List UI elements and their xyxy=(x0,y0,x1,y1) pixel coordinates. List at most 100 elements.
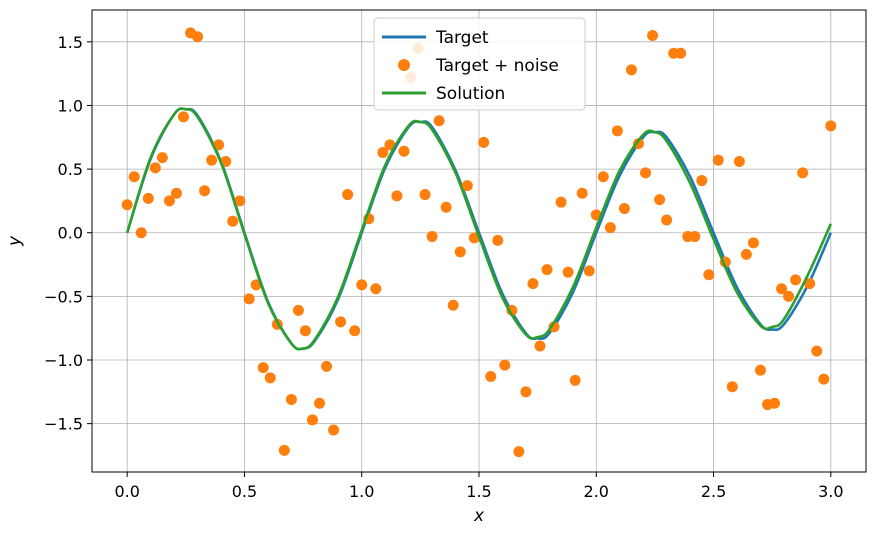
scatter-point-target-noise xyxy=(818,373,830,385)
scatter-point-target-noise xyxy=(264,372,276,384)
scatter-point-target-noise xyxy=(335,316,347,328)
scatter-point-target-noise xyxy=(597,171,609,183)
scatter-point-target-noise xyxy=(776,283,788,295)
scatter-point-target-noise xyxy=(769,397,781,409)
x-tick-label: 0.0 xyxy=(114,482,139,501)
x-tick-label: 2.5 xyxy=(701,482,726,501)
x-tick-label: 2.0 xyxy=(584,482,609,501)
scatter-point-target-noise xyxy=(625,64,637,76)
scatter-point-target-noise xyxy=(740,248,752,260)
series-line-solution xyxy=(125,107,833,351)
scatter-point-target-noise xyxy=(419,189,431,201)
scatter-point-target-noise xyxy=(797,167,809,179)
scatter-point-target-noise xyxy=(135,227,147,239)
scatter-point-target-noise xyxy=(733,155,745,167)
scatter-point-target-noise xyxy=(499,359,511,371)
legend-target-label: Target xyxy=(435,28,489,48)
scatter-point-target-noise xyxy=(356,279,368,291)
scatter-point-target-noise xyxy=(513,446,525,458)
scatter-point-target-noise xyxy=(712,154,724,166)
scatter-point-target-noise xyxy=(703,269,715,281)
scatter-point-target-noise xyxy=(128,171,140,183)
scatter-point-target-noise xyxy=(783,290,795,302)
scatter-point-target-noise xyxy=(583,265,595,277)
scatter-point-target-noise xyxy=(349,325,361,337)
scatter-point-target-noise xyxy=(447,299,459,311)
scatter-point-target-noise xyxy=(492,234,504,246)
scatter-point-target-noise xyxy=(426,231,438,243)
scatter-point-target-noise xyxy=(156,152,168,164)
legend-noise-label: Target + noise xyxy=(435,56,559,76)
scatter-point-target-noise xyxy=(804,278,816,290)
y-tick-label: −1.5 xyxy=(44,415,83,434)
scatter-point-target-noise xyxy=(747,237,759,249)
scatter-point-target-noise xyxy=(433,115,445,127)
scatter-point-target-noise xyxy=(696,175,708,187)
scatter-point-target-noise xyxy=(398,145,410,157)
scatter-point-target-noise xyxy=(604,222,616,234)
scatter-point-target-noise xyxy=(299,325,311,337)
scatter-point-target-noise xyxy=(640,167,652,179)
scatter-point-target-noise xyxy=(321,360,333,372)
x-axis-label: x xyxy=(473,506,485,526)
scatter-point-target-noise xyxy=(825,120,837,132)
scatter-point-target-noise xyxy=(527,278,539,290)
scatter-point-target-noise xyxy=(562,266,574,278)
scatter-point-target-noise xyxy=(328,424,340,436)
scatter-point-target-noise xyxy=(391,190,403,202)
scatter-point-target-noise xyxy=(149,162,161,174)
scatter-point-target-noise xyxy=(257,362,269,374)
scatter-point-target-noise xyxy=(234,195,246,207)
scatter-point-target-noise xyxy=(314,397,326,409)
scatter-point-target-noise xyxy=(285,393,297,405)
scatter-point-target-noise xyxy=(611,125,623,137)
scatter-point-target-noise xyxy=(675,47,687,59)
scatter-point-target-noise xyxy=(548,321,560,333)
x-tick-label: 3.0 xyxy=(818,482,843,501)
scatter-point-target-noise xyxy=(142,192,154,204)
scatter-point-target-noise xyxy=(485,371,497,383)
scatter-point-target-noise xyxy=(206,154,218,166)
legend-noise-marker xyxy=(398,59,410,71)
legend-box xyxy=(373,17,586,111)
y-tick-label: −1.0 xyxy=(44,351,83,370)
scatter-point-target-noise xyxy=(569,374,581,386)
scatter-point-target-noise xyxy=(790,274,802,286)
scatter-point-target-noise xyxy=(227,215,239,227)
scatter-point-target-noise xyxy=(618,203,630,215)
scatter-point-target-noise xyxy=(342,189,354,201)
scatter-point-target-noise xyxy=(520,386,532,398)
scatter-point-target-noise xyxy=(177,111,189,123)
x-tick-label: 1.5 xyxy=(466,482,491,501)
scatter-point-target-noise xyxy=(647,29,659,41)
scatter-point-target-noise xyxy=(170,187,182,199)
y-axis-label: y xyxy=(5,235,25,247)
scatter-point-target-noise xyxy=(632,138,644,150)
scatter-point-target-noise xyxy=(454,246,466,258)
scatter-point-target-noise xyxy=(306,414,318,426)
scatter-point-target-noise xyxy=(468,232,480,244)
legend-solution-label: Solution xyxy=(436,84,505,104)
scatter-point-target-noise xyxy=(726,381,738,393)
scatter-point-target-noise xyxy=(478,136,490,148)
y-tick-label: 1.5 xyxy=(58,33,83,52)
scatter-point-target-noise xyxy=(506,304,518,316)
scatter-point-target-noise xyxy=(534,340,546,352)
scatter-point-target-noise xyxy=(661,214,673,226)
y-tick-label: 0.0 xyxy=(58,224,83,243)
y-tick-label: 1.0 xyxy=(58,96,83,115)
x-tick-label: 1.0 xyxy=(349,482,374,501)
legend: Target Target + noise Solution xyxy=(373,17,586,111)
scatter-point-target-noise xyxy=(440,201,452,213)
scatter-point-target-noise xyxy=(192,31,204,43)
scatter-point-target-noise xyxy=(377,147,389,159)
scatter-point-target-noise xyxy=(654,194,666,206)
scatter-point-target-noise xyxy=(370,283,382,295)
scatter-point-target-noise xyxy=(278,444,290,456)
scatter-point-target-noise xyxy=(199,185,211,197)
x-tick-label: 0.5 xyxy=(232,482,257,501)
scatter-point-target-noise xyxy=(555,196,567,208)
scatter-point-target-noise xyxy=(576,187,588,199)
scatter-point-target-noise xyxy=(461,180,473,192)
